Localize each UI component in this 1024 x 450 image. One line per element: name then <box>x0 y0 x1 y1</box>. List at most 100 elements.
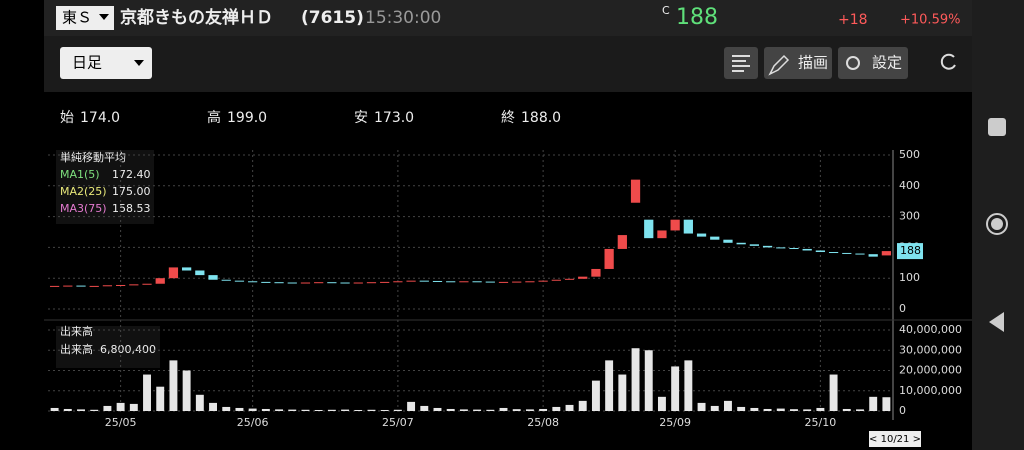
candle <box>76 285 86 287</box>
volume-bar <box>605 360 614 411</box>
volume-bar <box>618 374 627 411</box>
volume-bar <box>499 407 508 411</box>
candle <box>155 278 165 284</box>
candle <box>696 233 707 237</box>
stock-name: 京都きもの友禅ＨＤ <box>120 7 273 28</box>
volume-bar <box>552 406 561 411</box>
ohlc-value: 199.0 <box>227 110 267 126</box>
ma-name: MA2(25) <box>60 185 107 198</box>
y-tick-label: 0 <box>899 302 906 315</box>
volume-bar <box>671 366 680 411</box>
volume-label: 出来高 <box>60 342 93 356</box>
volume-bar <box>565 404 574 411</box>
ohlc-value: 188.0 <box>521 110 561 126</box>
candle <box>168 267 179 279</box>
volume-title: 出来高 <box>60 324 93 338</box>
candle <box>472 281 482 283</box>
candle <box>749 244 759 246</box>
candle <box>498 281 509 283</box>
nav-back[interactable] <box>989 312 1004 332</box>
volume-bar <box>790 409 798 411</box>
volume-bar <box>354 409 363 411</box>
c-mark: C <box>662 4 670 17</box>
volume-bar <box>420 405 429 411</box>
candle <box>406 280 416 282</box>
price: 188 <box>676 5 718 30</box>
indicator-button[interactable] <box>724 47 758 79</box>
settings-button[interactable] <box>838 47 908 79</box>
candle <box>551 279 561 281</box>
candle <box>195 270 205 276</box>
volume-bar <box>77 409 85 411</box>
candle <box>644 219 654 239</box>
volume-bar <box>869 396 878 411</box>
candle <box>538 280 548 282</box>
candle <box>828 252 839 254</box>
candle <box>182 267 192 271</box>
volume-bar <box>842 408 851 411</box>
y-tick-label: 500 <box>899 148 920 161</box>
candle <box>353 282 363 284</box>
nav-recent[interactable] <box>988 118 1006 136</box>
volume-bar <box>631 348 640 411</box>
candle <box>221 279 231 281</box>
candle <box>327 282 337 284</box>
volume-bar <box>314 409 323 411</box>
y-tick-label: 30,000,000 <box>899 343 962 356</box>
volume-bar <box>195 394 204 411</box>
volume-bar <box>90 409 99 411</box>
candle <box>419 280 429 282</box>
y-tick-label: 0 <box>899 404 906 417</box>
ohlc-label: 安 <box>354 110 368 126</box>
candle <box>208 275 218 280</box>
x-tick-label: 25/09 <box>659 416 691 429</box>
volume-bar <box>63 408 72 411</box>
volume-bar <box>697 402 706 411</box>
caret <box>134 60 144 66</box>
candle <box>604 248 614 269</box>
volume-bar <box>275 409 284 411</box>
volume-bar <box>248 408 257 411</box>
candle <box>881 251 892 256</box>
draw-button[interactable] <box>764 47 832 79</box>
toolbar <box>44 36 972 92</box>
ohlc: 始 174.0 高 199.0 安 173.0 終 188.0 <box>60 109 561 126</box>
candle <box>617 235 627 249</box>
candle <box>89 285 99 287</box>
date-badge: < 10/21 > <box>869 434 921 445</box>
ma-name: MA3(75) <box>60 202 107 215</box>
candle <box>432 280 443 282</box>
candle <box>776 247 786 249</box>
y-tick-label: 10,000,000 <box>899 384 962 397</box>
volume-bar <box>182 370 191 411</box>
volume-bar <box>156 386 165 411</box>
candle <box>287 282 297 284</box>
volume-bar <box>261 408 270 411</box>
ma-title: 単純移動平均 <box>60 150 126 164</box>
candle <box>670 219 680 231</box>
candle <box>380 281 390 283</box>
stock-code: (7615) <box>301 8 364 28</box>
candle <box>234 280 245 282</box>
volume-bar <box>525 409 534 411</box>
volume-bar <box>750 407 759 411</box>
candle <box>802 248 812 251</box>
settings-label: 設定 <box>872 54 902 72</box>
nav-home[interactable] <box>986 213 1008 235</box>
candle <box>248 281 258 283</box>
y-tick-label: 300 <box>899 210 920 223</box>
volume-bar <box>486 409 495 411</box>
ohlc-label: 終 <box>501 110 515 126</box>
refresh-icon[interactable] <box>940 53 956 70</box>
ma-legend-box <box>56 150 154 224</box>
candle <box>762 245 773 248</box>
candle <box>274 282 284 284</box>
period-select[interactable] <box>60 47 152 79</box>
volume-bar <box>407 401 416 411</box>
y-tick-label: 100 <box>899 271 920 284</box>
volume-legend-box <box>56 326 160 368</box>
volume-bar <box>143 374 151 411</box>
volume-bar <box>327 409 336 411</box>
ma-value: 175.00 <box>112 185 151 198</box>
